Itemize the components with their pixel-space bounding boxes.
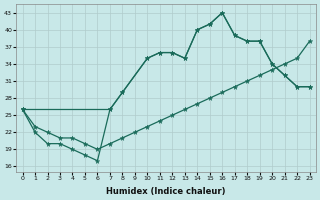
X-axis label: Humidex (Indice chaleur): Humidex (Indice chaleur) bbox=[106, 187, 226, 196]
